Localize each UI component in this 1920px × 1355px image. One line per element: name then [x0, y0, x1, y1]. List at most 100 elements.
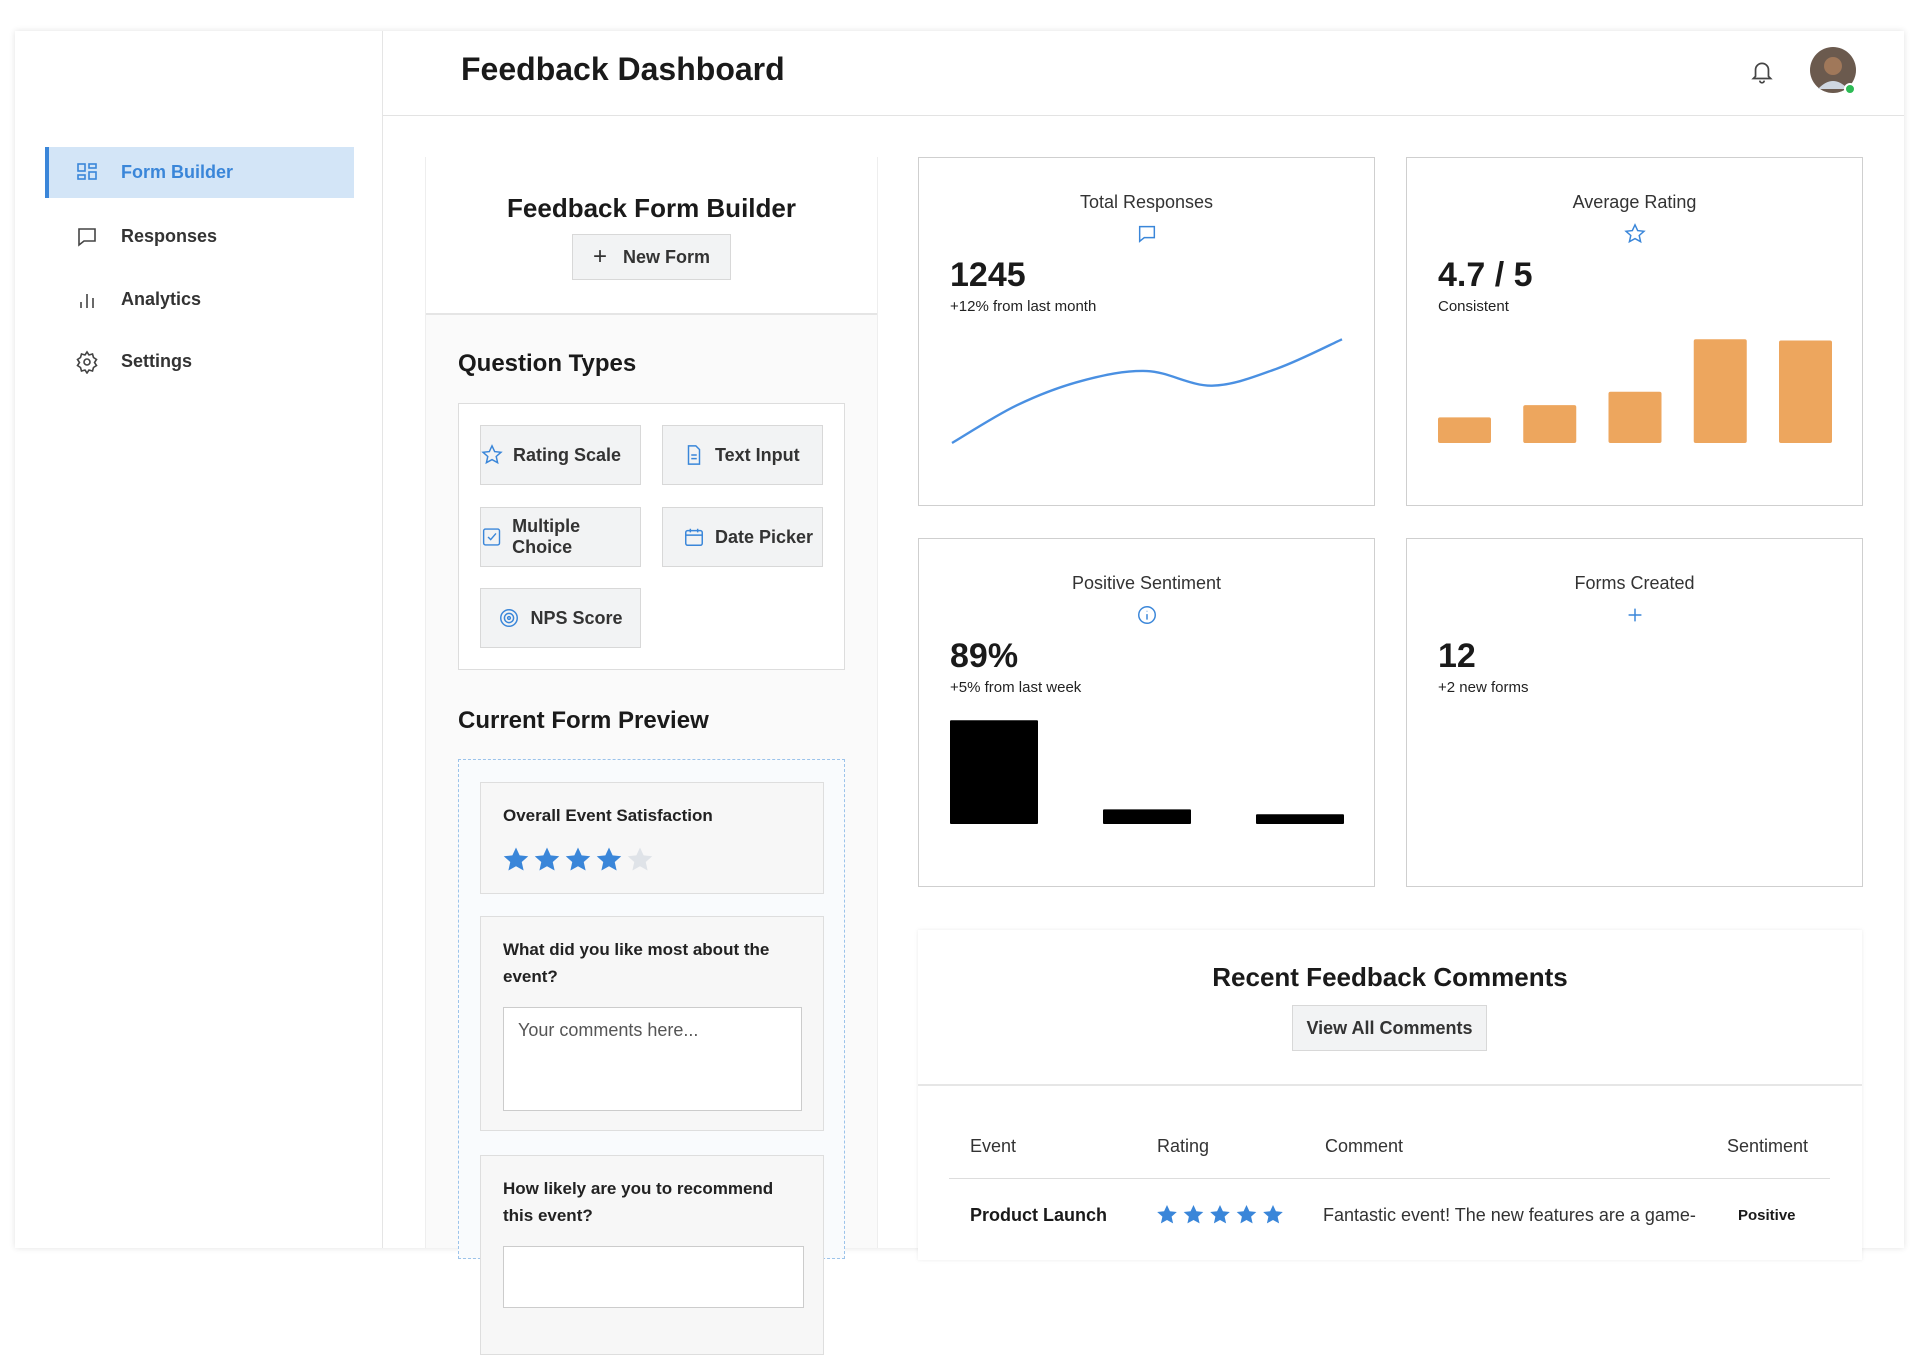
nav-label: Settings: [121, 351, 193, 371]
question-type-button[interactable]: Text Input: [662, 425, 823, 485]
button-label: Date Picker: [715, 526, 814, 547]
nav-item[interactable]: Responses: [45, 211, 350, 262]
icon: [1628, 608, 1642, 622]
nav-item[interactable]: Form Builder: [45, 147, 354, 198]
bar: [1438, 417, 1491, 443]
section-title: Current Form Preview: [458, 707, 709, 734]
icon: [76, 350, 98, 374]
bar: [950, 720, 1038, 824]
event-cell: Product Launch: [970, 1205, 1108, 1225]
stat-card: Positive Sentiment 89% +5% from last week: [918, 538, 1375, 887]
bar: [1523, 405, 1577, 443]
column-header: Comment: [1325, 1136, 1404, 1156]
icon: [685, 528, 703, 546]
stat-title: Positive Sentiment: [1071, 573, 1222, 593]
star: [1157, 1205, 1177, 1224]
builder-title: Feedback Form Builder: [507, 193, 796, 223]
stat-subtitle: +12% from last month: [950, 298, 1097, 315]
bar: [1256, 814, 1344, 824]
stat-title: Total Responses: [1079, 192, 1214, 212]
icon: [481, 444, 503, 465]
star: [565, 847, 591, 871]
section-title: Question Types: [458, 350, 637, 377]
bar: [1779, 340, 1832, 443]
column-header: Rating: [1157, 1136, 1210, 1156]
star: [503, 847, 529, 871]
nav-label: Responses: [121, 226, 218, 246]
star: [1236, 1205, 1257, 1224]
button-label: NPS Score: [530, 607, 623, 628]
sentiment-cell: Positive: [1738, 1207, 1796, 1224]
bell-icon[interactable]: [1749, 58, 1775, 86]
trend-line: [951, 338, 1343, 445]
textarea[interactable]: Your comments here...: [503, 1007, 802, 1111]
stat-subtitle: Consistent: [1438, 298, 1509, 315]
star: [1263, 1205, 1283, 1224]
stat-subtitle: +5% from last week: [950, 679, 1082, 696]
comment-cell: Fantastic event! The new features are a …: [1323, 1205, 1696, 1225]
question-type-button[interactable]: Date Picker: [662, 507, 823, 567]
view-all-button[interactable]: View All Comments: [1292, 1005, 1487, 1051]
bar: [1608, 391, 1662, 443]
star: [534, 847, 560, 871]
icon: [482, 528, 501, 546]
question-label: Overall Event Satisfaction: [503, 806, 713, 825]
builder-panel: Feedback Form Builder + New Form Question…: [425, 157, 878, 1355]
icon: [80, 293, 94, 308]
nav-item[interactable]: Analytics: [45, 274, 350, 325]
mini-chart: [1438, 339, 1832, 443]
page-title: Feedback Dashboard: [461, 51, 785, 87]
question-type-button[interactable]: NPS Score: [480, 588, 641, 648]
table-line: [949, 1178, 1830, 1179]
preview-box: Overall Event Satisfaction What did you …: [458, 759, 845, 1355]
star: [1210, 1205, 1230, 1224]
divider: [918, 1084, 1862, 1086]
new-form-button[interactable]: + New Form: [572, 234, 731, 280]
icon: [78, 227, 96, 247]
avatar[interactable]: [1810, 47, 1860, 97]
star: [627, 847, 653, 871]
button-label: New Form: [623, 246, 711, 267]
icon: [687, 445, 701, 465]
star: [596, 847, 622, 871]
icon: [1138, 225, 1156, 243]
column-header: Event: [970, 1136, 1017, 1156]
button-label: Rating Scale: [513, 444, 622, 465]
stat-card: Total Responses 1245 +12% from last month: [918, 157, 1375, 506]
stat-title: Forms Created: [1574, 573, 1695, 593]
nav-label: Analytics: [121, 289, 202, 309]
icon: [1624, 223, 1646, 244]
builder-top: Feedback Form Builder + New Form: [426, 157, 877, 315]
column-header: Sentiment: [1727, 1136, 1809, 1156]
question-card: How likely are you to recommend this eve…: [480, 1155, 824, 1355]
sidebar: Form Builder Responses Analytics Settings: [15, 31, 383, 1248]
question-type-button[interactable]: Rating Scale: [480, 425, 641, 485]
header: Feedback Dashboard: [383, 31, 1904, 116]
nav-label: Form Builder: [121, 162, 234, 182]
comments-card: Recent Feedback Comments View All Commen…: [918, 930, 1862, 1260]
icon: [1138, 606, 1156, 624]
bar: [1103, 809, 1191, 824]
stat-value: 12: [1438, 637, 1476, 675]
question-label: What did you like most about the event?: [503, 940, 770, 986]
question-label: How likely are you to recommend this eve…: [503, 1179, 774, 1225]
stat-value: 1245: [950, 256, 1026, 294]
stat-subtitle: +2 new forms: [1438, 679, 1529, 696]
icon: [500, 609, 519, 627]
question-type-button[interactable]: Multiple Choice: [480, 507, 641, 567]
stat-title: Average Rating: [1572, 192, 1697, 212]
placeholder: Your comments here...: [518, 1020, 699, 1040]
comments-title: Recent Feedback Comments: [1212, 962, 1568, 992]
stat-card: Forms Created 12 +2 new forms: [1406, 538, 1863, 887]
page: Form Builder Responses Analytics Settings F…: [15, 31, 1904, 1355]
question-card: What did you like most about the event? …: [480, 916, 824, 1131]
star-rating[interactable]: [501, 845, 701, 879]
input[interactable]: [503, 1246, 804, 1308]
button-label: Multiple Choice: [512, 516, 581, 557]
button-label: Text Input: [715, 444, 800, 465]
rating-stars: [1157, 1205, 1283, 1224]
mini-chart: [951, 338, 1343, 445]
nav-item[interactable]: Settings: [45, 336, 350, 387]
question-card: Overall Event Satisfaction: [480, 782, 824, 894]
icon: [77, 162, 97, 180]
